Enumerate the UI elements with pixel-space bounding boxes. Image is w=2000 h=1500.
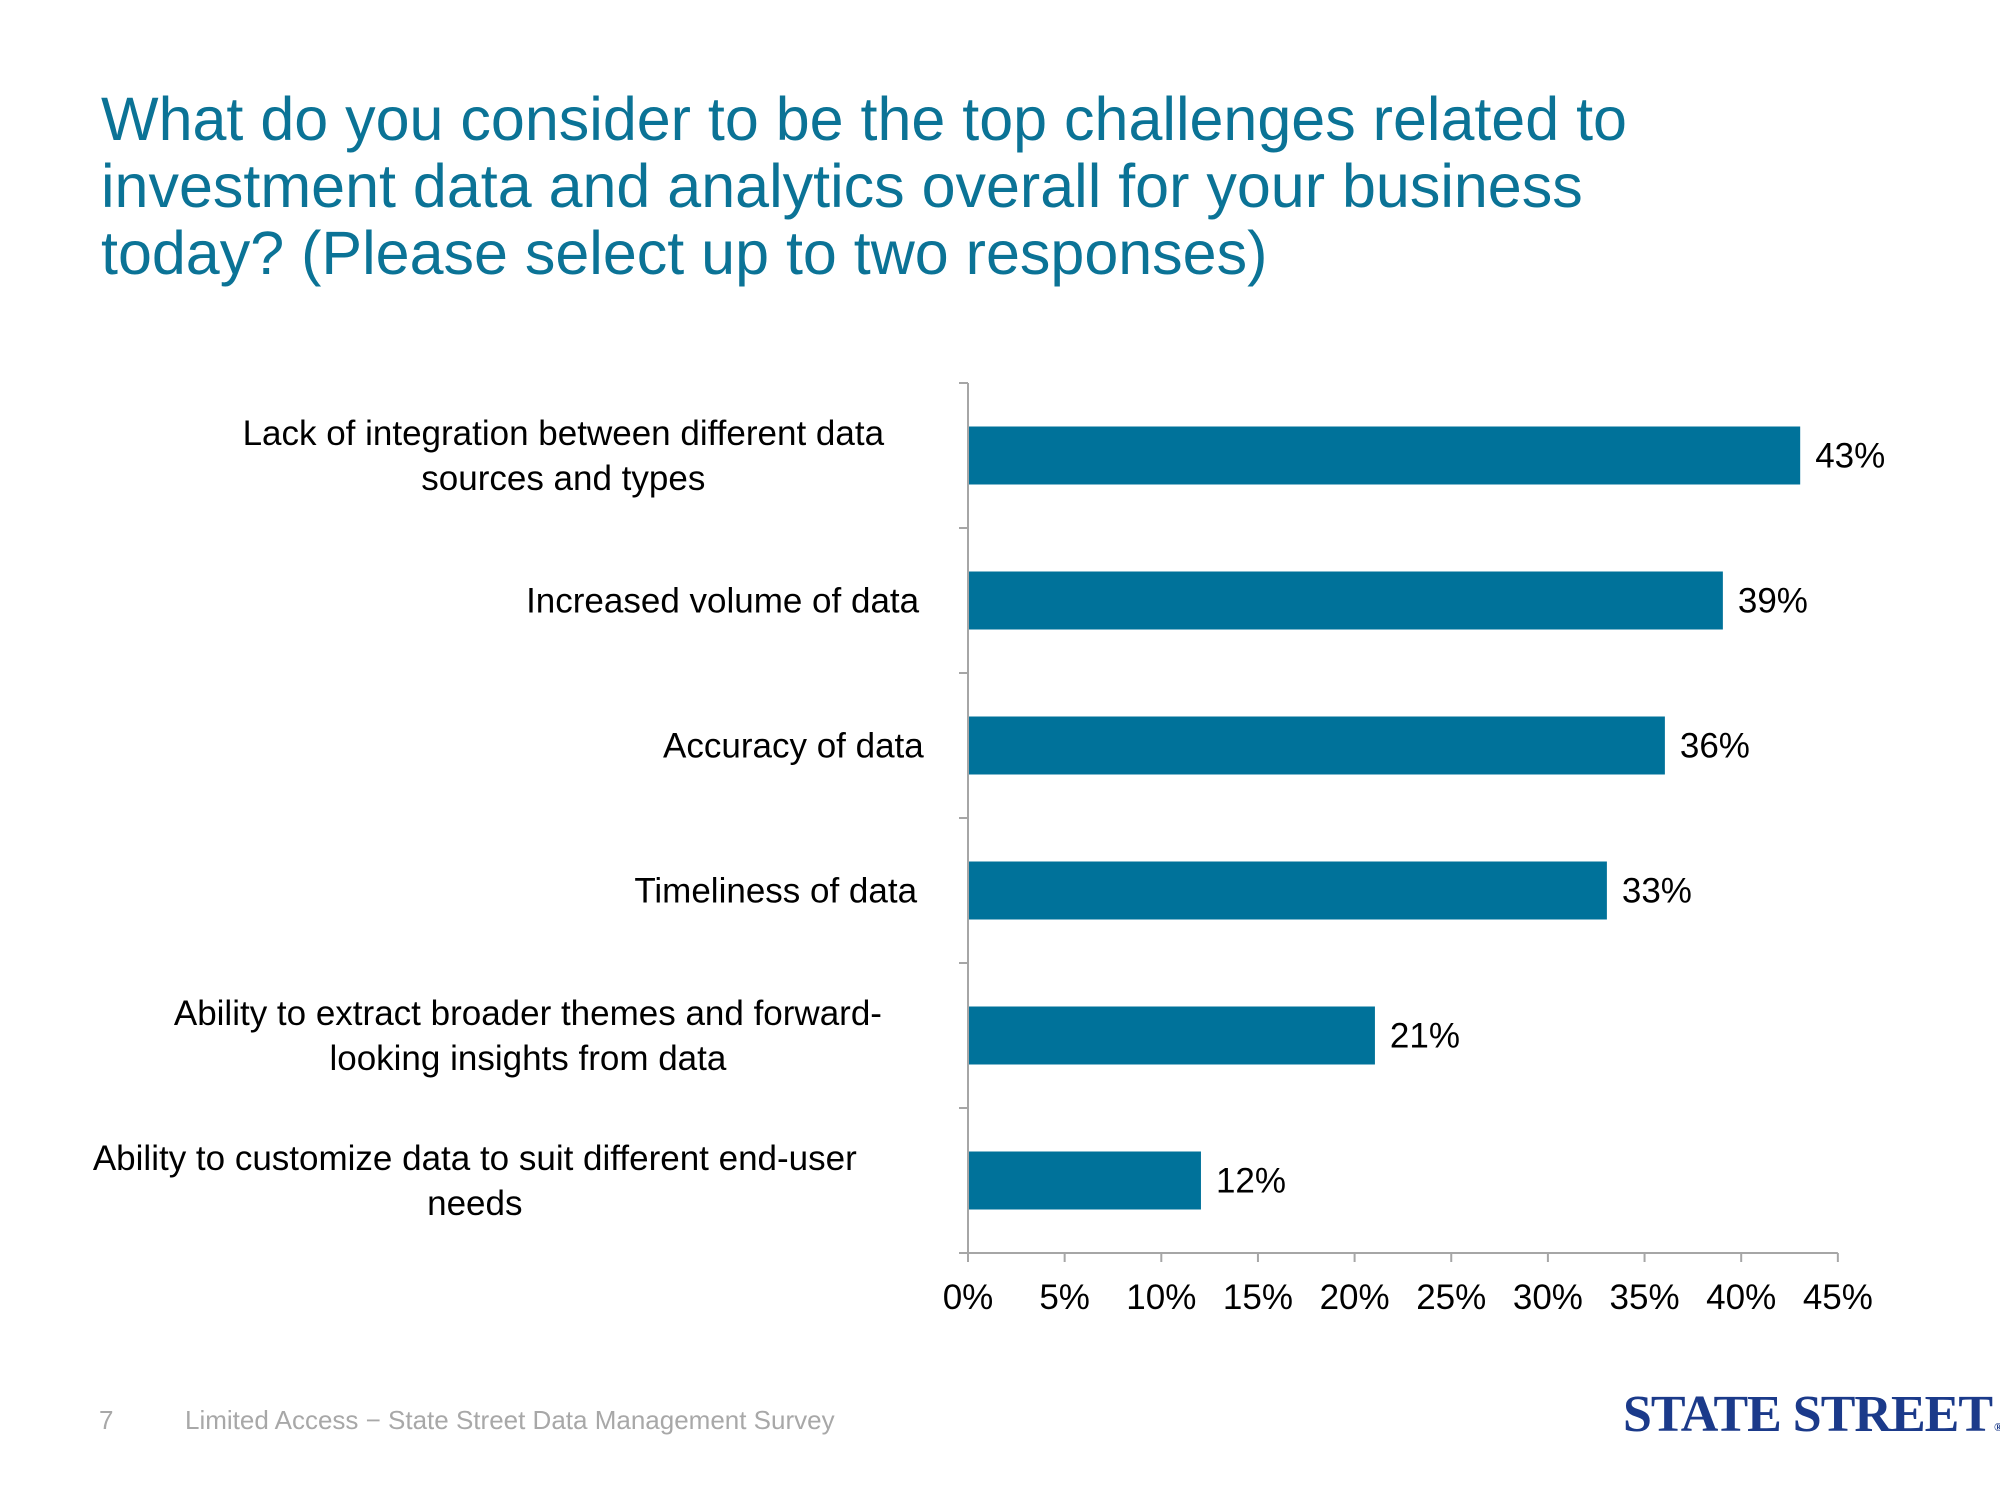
category-label: Timeliness of data <box>634 872 917 911</box>
category-label: Increased volume of data <box>526 582 920 621</box>
category-label-line: looking insights from data <box>329 1039 726 1078</box>
category-label: Ability to extract broader themes and fo… <box>174 994 882 1078</box>
x-tick-label: 45% <box>1803 1278 1873 1317</box>
slide-title: What do you consider to be the top chall… <box>101 86 1921 287</box>
category-label: Accuracy of data <box>663 727 924 766</box>
x-tick-label: 25% <box>1416 1278 1486 1317</box>
page-number: 7 <box>99 1405 114 1435</box>
category-label: Lack of integration between different da… <box>243 414 885 498</box>
bar <box>969 426 1801 485</box>
category-label-line: Accuracy of data <box>663 727 924 766</box>
category-label-line: Timeliness of data <box>634 872 917 911</box>
title-line-1: What do you consider to be the top chall… <box>101 85 1627 153</box>
bar <box>969 716 1665 775</box>
x-tick-label: 35% <box>1610 1278 1680 1317</box>
data-label: 36% <box>1680 727 1750 766</box>
category-label-line: Lack of integration between different da… <box>243 414 885 453</box>
registered-mark: ® <box>1994 1420 2000 1434</box>
title-line-2: investment data and analytics overall fo… <box>101 152 1583 220</box>
x-tick-label: 40% <box>1706 1278 1776 1317</box>
x-tick-label: 5% <box>1039 1278 1090 1317</box>
bar <box>969 861 1607 920</box>
x-tick-label: 10% <box>1126 1278 1196 1317</box>
data-label: 39% <box>1738 582 1808 621</box>
x-tick-label: 20% <box>1320 1278 1390 1317</box>
data-label: 21% <box>1390 1017 1460 1056</box>
data-label: 12% <box>1216 1162 1286 1201</box>
category-label-line: Ability to customize data to suit differ… <box>93 1139 857 1178</box>
state-street-logo: STATE STREET ® <box>1623 1385 2000 1444</box>
data-label: 43% <box>1815 437 1885 476</box>
bar <box>969 1006 1375 1065</box>
title-line-3: today? (Please select up to two response… <box>101 219 1268 287</box>
x-tick-label: 15% <box>1223 1278 1293 1317</box>
x-tick-label: 30% <box>1513 1278 1583 1317</box>
logo-text: STATE STREET <box>1623 1386 1993 1443</box>
data-label: 33% <box>1622 872 1692 911</box>
category-label-line: Ability to extract broader themes and fo… <box>174 994 882 1033</box>
category-label-line: sources and types <box>421 459 705 498</box>
category-label-line: Increased volume of data <box>526 582 920 621</box>
category-label-line: needs <box>427 1184 522 1223</box>
bar <box>969 571 1723 630</box>
footer-text: Limited Access − State Street Data Manag… <box>185 1405 835 1435</box>
x-tick-label: 0% <box>943 1278 994 1317</box>
category-label: Ability to customize data to suit differ… <box>93 1139 857 1223</box>
bar <box>969 1151 1201 1210</box>
